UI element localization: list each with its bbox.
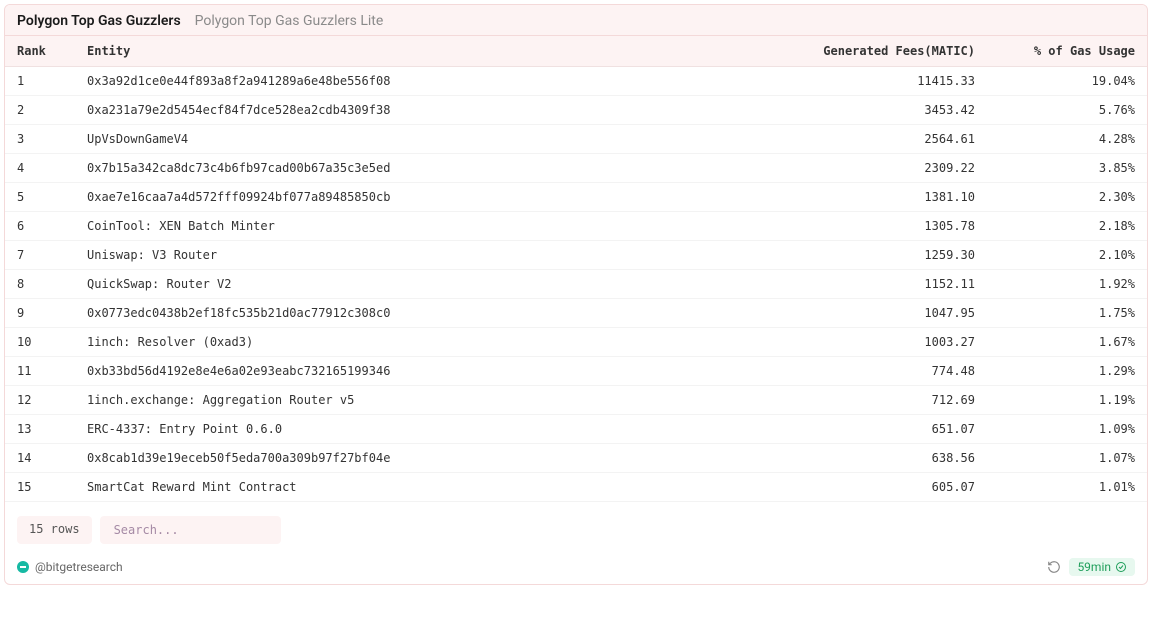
cell-pct: 2.18% (987, 212, 1147, 241)
cell-pct: 3.85% (987, 154, 1147, 183)
cell-rank: 1 (5, 67, 75, 96)
cell-pct: 1.75% (987, 299, 1147, 328)
brand-dot-icon (17, 561, 29, 573)
table-row[interactable]: 8QuickSwap: Router V21152.111.92% (5, 270, 1147, 299)
refresh-icon[interactable] (1047, 560, 1061, 574)
cell-rank: 12 (5, 386, 75, 415)
cell-entity: 0xb33bd56d4192e8e4e6a02e93eabc7321651993… (75, 357, 767, 386)
table-row[interactable]: 3UpVsDownGameV42564.614.28% (5, 125, 1147, 154)
cell-fees: 3453.42 (767, 96, 987, 125)
cell-rank: 15 (5, 473, 75, 502)
cell-entity: 0x3a92d1ce0e44f893a8f2a941289a6e48be556f… (75, 67, 767, 96)
last-updated-text: 59min (1077, 560, 1111, 574)
cell-rank: 6 (5, 212, 75, 241)
cell-pct: 1.07% (987, 444, 1147, 473)
cell-rank: 10 (5, 328, 75, 357)
gas-guzzlers-table: Rank Entity Generated Fees(MATIC) % of G… (5, 36, 1147, 502)
cell-entity: 0x7b15a342ca8dc73c4b6fb97cad00b67a35c3e5… (75, 154, 767, 183)
cell-rank: 8 (5, 270, 75, 299)
col-header-rank[interactable]: Rank (5, 36, 75, 67)
cell-rank: 2 (5, 96, 75, 125)
cell-rank: 11 (5, 357, 75, 386)
table-row[interactable]: 20xa231a79e2d5454ecf84f7dce528ea2cdb4309… (5, 96, 1147, 125)
cell-fees: 1259.30 (767, 241, 987, 270)
cell-entity: 0xa231a79e2d5454ecf84f7dce528ea2cdb4309f… (75, 96, 767, 125)
cell-entity: 0x0773edc0438b2ef18fc535b21d0ac77912c308… (75, 299, 767, 328)
cell-fees: 11415.33 (767, 67, 987, 96)
cell-rank: 14 (5, 444, 75, 473)
cell-entity: SmartCat Reward Mint Contract (75, 473, 767, 502)
cell-fees: 774.48 (767, 357, 987, 386)
cell-rank: 13 (5, 415, 75, 444)
cell-pct: 2.30% (987, 183, 1147, 212)
cell-fees: 712.69 (767, 386, 987, 415)
card-footer: @bitgetresearch 59min (5, 558, 1147, 584)
col-header-entity[interactable]: Entity (75, 36, 767, 67)
cell-fees: 605.07 (767, 473, 987, 502)
tab-gas-guzzlers-lite[interactable]: Polygon Top Gas Guzzlers Lite (195, 13, 384, 29)
cell-fees: 651.07 (767, 415, 987, 444)
cell-fees: 1152.11 (767, 270, 987, 299)
footer-attribution: @bitgetresearch (17, 560, 123, 574)
cell-entity: Uniswap: V3 Router (75, 241, 767, 270)
table-row[interactable]: 40x7b15a342ca8dc73c4b6fb97cad00b67a35c3e… (5, 154, 1147, 183)
cell-pct: 1.19% (987, 386, 1147, 415)
cell-rank: 4 (5, 154, 75, 183)
table-toolbar: 15 rows (5, 502, 1147, 558)
cell-pct: 1.67% (987, 328, 1147, 357)
cell-fees: 2309.22 (767, 154, 987, 183)
row-count-badge: 15 rows (17, 516, 92, 544)
cell-entity: UpVsDownGameV4 (75, 125, 767, 154)
search-pill[interactable] (100, 516, 281, 544)
table-row[interactable]: 7Uniswap: V3 Router1259.302.10% (5, 241, 1147, 270)
table-row[interactable]: 110xb33bd56d4192e8e4e6a02e93eabc73216519… (5, 357, 1147, 386)
last-updated-badge: 59min (1069, 558, 1135, 576)
cell-rank: 7 (5, 241, 75, 270)
cell-pct: 4.28% (987, 125, 1147, 154)
tab-gas-guzzlers[interactable]: Polygon Top Gas Guzzlers (17, 13, 181, 29)
cell-pct: 5.76% (987, 96, 1147, 125)
cell-entity: ERC-4337: Entry Point 0.6.0 (75, 415, 767, 444)
table-row[interactable]: 15SmartCat Reward Mint Contract605.071.0… (5, 473, 1147, 502)
search-input[interactable] (112, 522, 269, 538)
cell-fees: 2564.61 (767, 125, 987, 154)
cell-pct: 2.10% (987, 241, 1147, 270)
cell-entity: CoinTool: XEN Batch Minter (75, 212, 767, 241)
table-row[interactable]: 101inch: Resolver (0xad3)1003.271.67% (5, 328, 1147, 357)
cell-pct: 19.04% (987, 67, 1147, 96)
cell-entity: 0x8cab1d39e19eceb50f5eda700a309b97f27bf0… (75, 444, 767, 473)
table-row[interactable]: 140x8cab1d39e19eceb50f5eda700a309b97f27b… (5, 444, 1147, 473)
cell-pct: 1.09% (987, 415, 1147, 444)
table-row[interactable]: 6CoinTool: XEN Batch Minter1305.782.18% (5, 212, 1147, 241)
cell-pct: 1.01% (987, 473, 1147, 502)
author-handle: @bitgetresearch (35, 560, 123, 574)
cell-fees: 1047.95 (767, 299, 987, 328)
table-row[interactable]: 90x0773edc0438b2ef18fc535b21d0ac77912c30… (5, 299, 1147, 328)
table-row[interactable]: 13ERC-4337: Entry Point 0.6.0651.071.09% (5, 415, 1147, 444)
cell-rank: 5 (5, 183, 75, 212)
cell-fees: 1305.78 (767, 212, 987, 241)
cell-entity: 1inch.exchange: Aggregation Router v5 (75, 386, 767, 415)
table-row[interactable]: 10x3a92d1ce0e44f893a8f2a941289a6e48be556… (5, 67, 1147, 96)
cell-fees: 1003.27 (767, 328, 987, 357)
cell-entity: 0xae7e16caa7a4d572fff09924bf077a89485850… (75, 183, 767, 212)
cell-rank: 3 (5, 125, 75, 154)
table-row[interactable]: 121inch.exchange: Aggregation Router v57… (5, 386, 1147, 415)
cell-entity: QuickSwap: Router V2 (75, 270, 767, 299)
col-header-pct[interactable]: % of Gas Usage (987, 36, 1147, 67)
table-row[interactable]: 50xae7e16caa7a4d572fff09924bf077a8948585… (5, 183, 1147, 212)
col-header-fees[interactable]: Generated Fees(MATIC) (767, 36, 987, 67)
check-circle-icon (1115, 561, 1127, 573)
tab-bar: Polygon Top Gas Guzzlers Polygon Top Gas… (5, 5, 1147, 36)
cell-pct: 1.92% (987, 270, 1147, 299)
cell-entity: 1inch: Resolver (0xad3) (75, 328, 767, 357)
cell-fees: 638.56 (767, 444, 987, 473)
cell-pct: 1.29% (987, 357, 1147, 386)
cell-rank: 9 (5, 299, 75, 328)
dashboard-card: Polygon Top Gas Guzzlers Polygon Top Gas… (4, 4, 1148, 585)
cell-fees: 1381.10 (767, 183, 987, 212)
